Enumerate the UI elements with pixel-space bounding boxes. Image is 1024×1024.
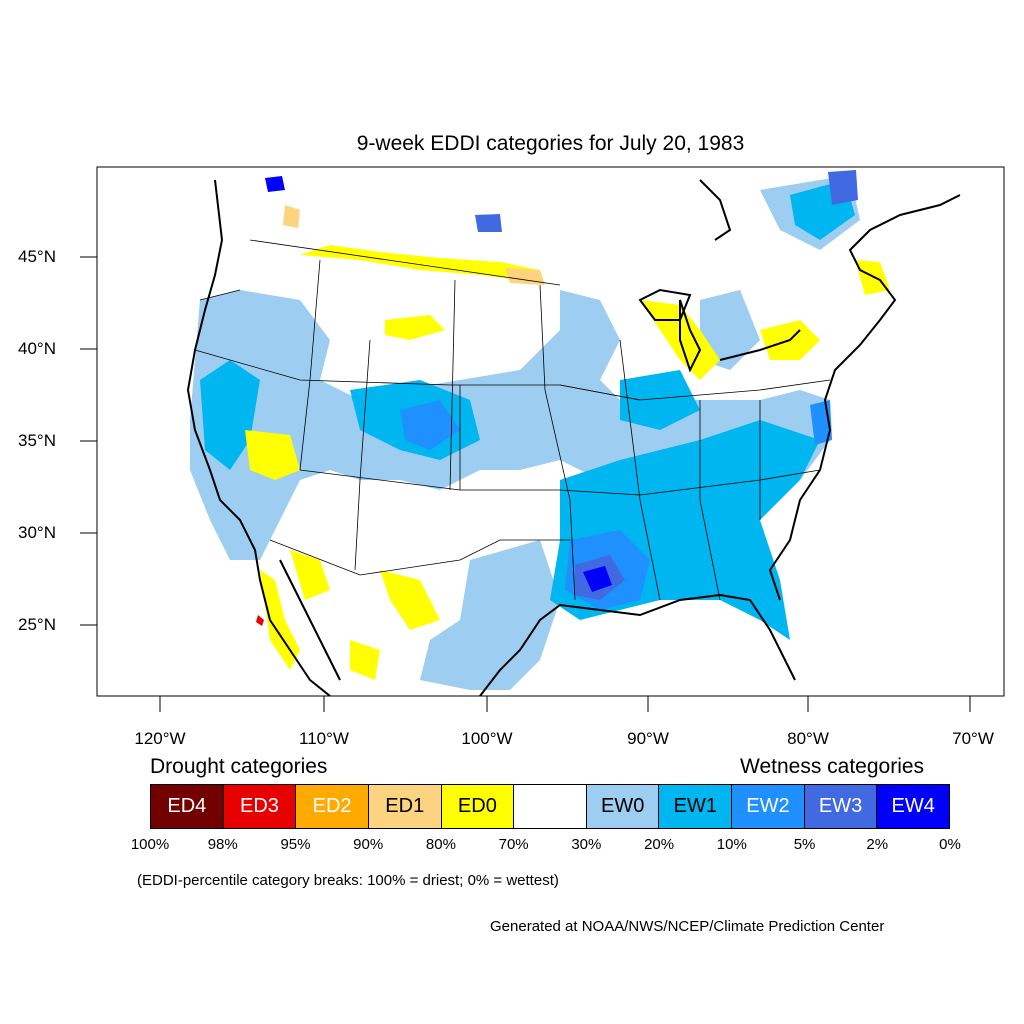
lon-label-110: 110°W — [299, 729, 349, 748]
lat-label-45: 45°N — [18, 247, 56, 266]
legend-break-label: 90% — [353, 836, 384, 853]
lon-label-120: 120°W — [134, 729, 186, 748]
legend-break-label: 5% — [793, 836, 816, 853]
lat-ticks — [80, 256, 97, 626]
lon-label-70: 70°W — [952, 729, 994, 748]
legend-swatch-ed0: ED0 — [441, 785, 515, 828]
lon-label-90: 90°W — [627, 729, 669, 748]
ed3-area — [256, 615, 264, 626]
map-title: 9-week EDDI categories for July 20, 1983 — [356, 132, 745, 155]
legend-swatch-ew0: EW0 — [586, 785, 660, 828]
wetness-heading: Wetness categories — [740, 755, 925, 778]
drought-heading: Drought categories — [150, 755, 328, 778]
legend-break-label: 20% — [644, 836, 675, 853]
legend-break-label: 0% — [939, 836, 961, 853]
lon-label-100: 100°W — [461, 729, 513, 748]
legend-break-label: 100% — [130, 836, 170, 853]
ew4-area-nw — [265, 176, 285, 192]
ew4-area — [583, 566, 612, 592]
lon-ticks — [159, 696, 971, 712]
legend-swatch-ew1: EW1 — [659, 785, 733, 828]
legend-bar: ED4 ED3 ED2 ED1 ED0 EW0 EW1 EW2 EW3 EW4 — [150, 784, 950, 829]
legend-swatch-ew4: EW4 — [877, 785, 950, 828]
legend-break-label: 80% — [425, 836, 456, 853]
lon-label-80: 80°W — [787, 729, 829, 748]
coastlines — [186, 179, 961, 696]
legend-break-label: 98% — [207, 836, 238, 853]
category-note: (EDDI-percentile category breaks: 100% =… — [137, 872, 559, 889]
legend-swatch-ed1: ED1 — [368, 785, 442, 828]
legend-break-label: 10% — [716, 836, 747, 853]
lat-label-30: 30°N — [18, 523, 56, 542]
lat-label-40: 40°N — [18, 339, 56, 358]
credit-line: Generated at NOAA/NWS/NCEP/Climate Predi… — [490, 918, 885, 935]
ew3-area-ne — [828, 170, 858, 205]
legend-swatch-neutral — [514, 785, 587, 828]
legend-break-label: 70% — [498, 836, 529, 853]
legend-swatch-ed4: ED4 — [151, 785, 224, 828]
lat-label-25: 25°N — [18, 615, 56, 634]
legend-swatch-ew2: EW2 — [732, 785, 805, 828]
legend-break-label: 2% — [866, 836, 889, 853]
legend-swatch-ew3: EW3 — [804, 785, 878, 828]
legend-swatch-ed2: ED2 — [296, 785, 369, 828]
eddi-map — [186, 170, 961, 696]
map-frame — [96, 166, 1005, 697]
ed1-area-nw — [283, 205, 300, 228]
state-borders — [194, 239, 831, 601]
ed1-area — [505, 268, 545, 285]
ew3-area-mn — [475, 214, 502, 232]
lat-label-35: 35°N — [18, 431, 56, 450]
legend-swatch-ed3: ED3 — [223, 785, 297, 828]
legend-break-label: 95% — [280, 836, 311, 853]
legend-break-label: 30% — [571, 836, 602, 853]
